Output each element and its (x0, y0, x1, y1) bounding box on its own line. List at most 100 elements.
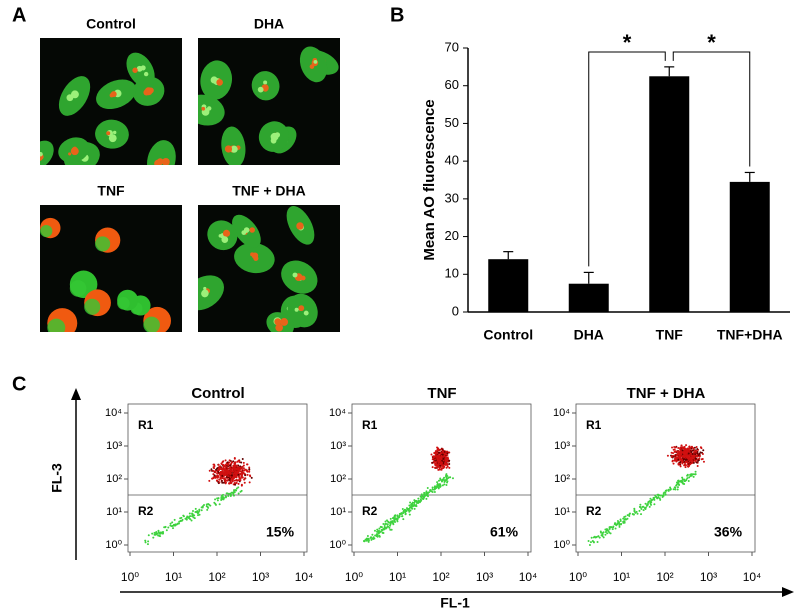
event (413, 502, 416, 505)
event (678, 451, 681, 454)
event (444, 479, 447, 482)
vesicle (106, 131, 111, 136)
event (661, 496, 664, 499)
vesicle (274, 132, 281, 138)
event (606, 528, 609, 531)
y-tick-label: 10⁴ (553, 407, 570, 419)
event (224, 465, 227, 468)
event (152, 536, 155, 539)
event (436, 466, 439, 469)
event (228, 459, 231, 462)
event (702, 449, 705, 452)
event (439, 477, 442, 480)
vesicle (70, 147, 79, 156)
event (248, 468, 251, 471)
y-tick-label: 10² (106, 473, 122, 485)
event (440, 461, 443, 464)
micrograph-title: TNF + DHA (232, 183, 306, 199)
x-tick-label: 10³ (252, 570, 269, 584)
event (622, 517, 625, 520)
vesicle (206, 106, 212, 111)
event (237, 486, 240, 489)
x-arrowhead (782, 587, 794, 597)
event (233, 463, 236, 466)
event (590, 536, 593, 539)
event (206, 508, 209, 511)
event (377, 529, 380, 532)
cell-edge (47, 318, 66, 332)
event (671, 459, 674, 462)
event (692, 454, 695, 457)
event (448, 466, 451, 469)
event (616, 523, 619, 526)
event (625, 518, 628, 521)
event (675, 457, 678, 460)
event (447, 457, 450, 460)
event (692, 447, 695, 450)
event (389, 522, 392, 525)
vesicle (292, 272, 298, 278)
event (696, 465, 699, 468)
micrograph (198, 38, 340, 165)
event (246, 463, 249, 466)
event (676, 486, 679, 489)
cell-edge (69, 280, 87, 297)
event (393, 518, 396, 521)
event (370, 538, 373, 541)
vesicle (161, 157, 170, 165)
event (418, 501, 421, 504)
event (392, 522, 395, 525)
event (242, 464, 245, 467)
event (686, 457, 689, 460)
event (446, 453, 449, 456)
event (222, 460, 225, 463)
event (224, 470, 227, 473)
event (694, 459, 697, 462)
event (244, 477, 247, 480)
event (378, 527, 381, 530)
bar (568, 283, 609, 312)
event (207, 506, 210, 509)
event (667, 488, 670, 491)
event (189, 515, 192, 518)
y-tick-label: 10³ (330, 440, 346, 452)
event (221, 481, 224, 484)
event (695, 450, 698, 453)
event (444, 464, 447, 467)
vesicle (203, 286, 207, 291)
event (662, 493, 665, 496)
event (678, 484, 681, 487)
panel-label: C (12, 373, 26, 395)
event (370, 536, 373, 539)
event (633, 507, 636, 510)
event (239, 479, 242, 482)
event (241, 467, 244, 470)
event (201, 505, 204, 508)
event (405, 509, 408, 512)
event (429, 489, 432, 492)
event (677, 456, 680, 459)
event (448, 459, 451, 462)
event (639, 503, 642, 506)
micrograph-title: DHA (254, 16, 284, 32)
event (387, 525, 390, 528)
event (205, 505, 208, 508)
event (233, 482, 236, 485)
event (673, 457, 676, 460)
event (444, 457, 447, 460)
event (652, 497, 655, 500)
event (448, 463, 451, 466)
event (675, 460, 678, 463)
event (218, 481, 221, 484)
event (431, 488, 434, 491)
event (440, 455, 443, 458)
event (399, 512, 402, 515)
event (396, 520, 399, 523)
event (241, 476, 244, 479)
event (249, 475, 252, 478)
event (696, 452, 699, 455)
event (384, 520, 387, 523)
event (451, 477, 454, 480)
vesicle (132, 67, 138, 73)
